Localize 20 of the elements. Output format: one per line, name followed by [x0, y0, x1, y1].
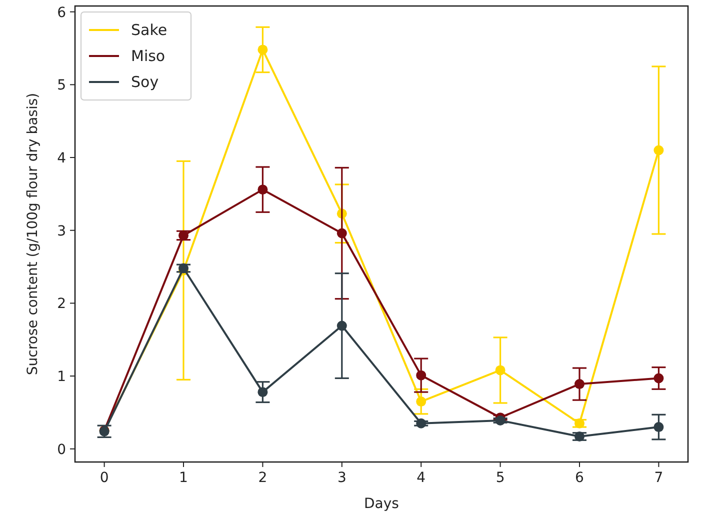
y-tick-label: 5 — [57, 78, 66, 94]
x-tick-label: 6 — [575, 470, 584, 486]
y-tick-label: 2 — [57, 296, 66, 312]
x-axis-title: Days — [364, 496, 399, 512]
x-tick-label: 0 — [100, 470, 109, 486]
legend-label: Miso — [131, 47, 166, 65]
x-tick-label: 5 — [496, 470, 505, 486]
x-tick-label: 2 — [258, 470, 268, 486]
legend-label: Sake — [131, 21, 168, 39]
x-tick-label: 1 — [179, 470, 188, 486]
y-tick-label: 1 — [57, 369, 66, 386]
y-axis-title: Sucrose content (g/100g flour dry basis) — [25, 92, 41, 376]
y-tick-label: 4 — [57, 150, 66, 167]
y-tick-label: 0 — [57, 442, 66, 458]
x-tick-label: 4 — [416, 470, 426, 486]
x-tick-label: 3 — [337, 470, 346, 486]
y-tick-label: 3 — [57, 223, 66, 240]
legend-label: Soy — [131, 73, 159, 91]
y-tick-label: 6 — [57, 4, 66, 21]
x-tick-label: 7 — [654, 470, 664, 486]
